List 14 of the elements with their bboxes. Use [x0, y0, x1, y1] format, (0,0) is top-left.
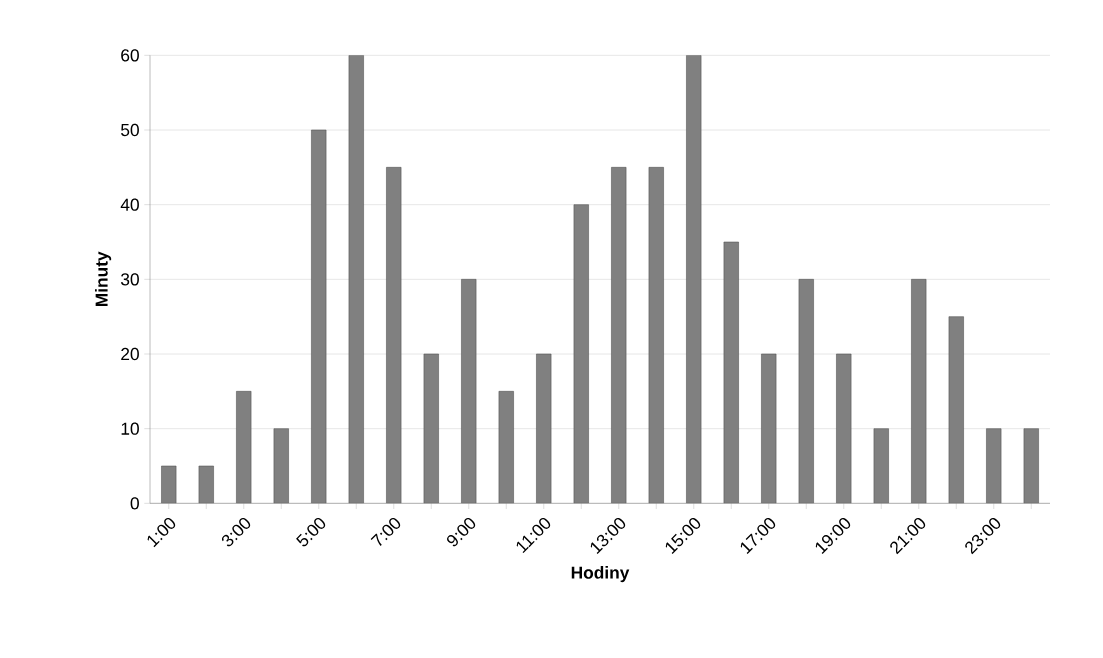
- y-tick-label: 10: [121, 422, 139, 435]
- y-tick-label: 30: [120, 273, 139, 286]
- x-axis-title: Hodiny: [571, 566, 630, 583]
- x-tick-label: 9:00: [446, 517, 476, 547]
- y-tick-label: 50: [121, 123, 139, 137]
- y-tick-label: 0: [130, 497, 139, 510]
- x-tick-label: 1:00: [147, 517, 176, 548]
- y-tick-label: 20: [121, 347, 139, 361]
- y-tick-label: 60: [121, 49, 139, 62]
- x-tick-label: 5:00: [296, 517, 326, 547]
- x-tick-label: 3:00: [221, 517, 251, 547]
- y-axis-title: Minuty: [95, 251, 112, 307]
- x-tick-label: 7:00: [370, 517, 401, 546]
- y-tick-label: 40: [120, 198, 139, 211]
